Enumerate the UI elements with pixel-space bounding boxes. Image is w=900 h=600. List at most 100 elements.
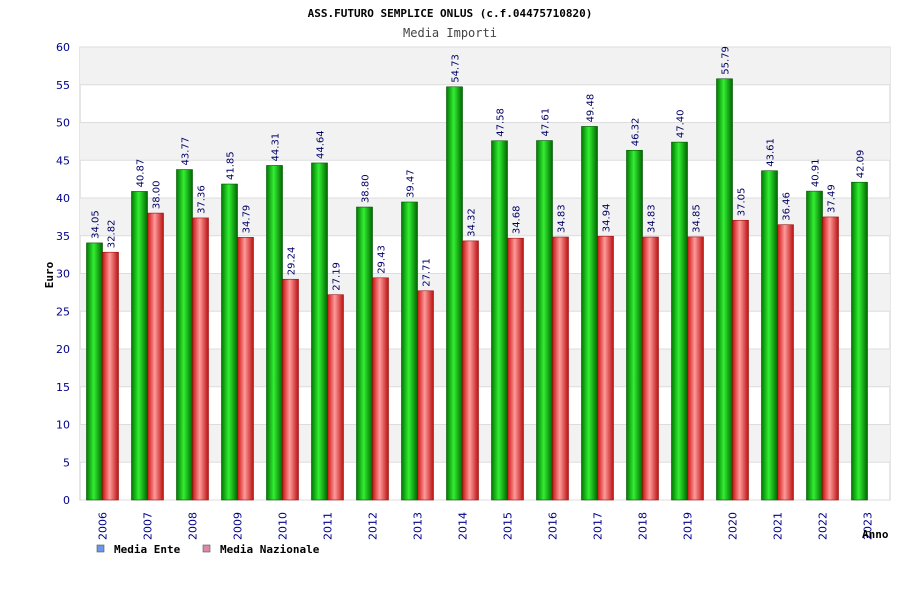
y-tick-label: 50	[56, 117, 70, 130]
value-label: 34.83	[557, 204, 568, 233]
bar-media-ente-2011	[311, 162, 328, 501]
y-tick-label: 0	[63, 494, 70, 507]
x-tick-label-2009: 2009	[232, 512, 245, 540]
bar-media-ente-2012	[356, 206, 373, 501]
bar-media-ente-2015	[491, 140, 508, 501]
bar-media-ente-2006	[86, 242, 103, 501]
bar-media-ente-2020	[716, 78, 733, 501]
legend-swatch-media-ente	[96, 544, 105, 553]
x-tick-label-2015: 2015	[502, 512, 515, 540]
x-axis-label: Anno	[862, 528, 889, 541]
value-label: 27.19	[332, 262, 343, 291]
bar-media-ente-2023	[851, 181, 868, 501]
bar-media-nazionale-2010	[282, 278, 299, 501]
value-label: 37.36	[197, 185, 208, 214]
x-tick-label-2014: 2014	[457, 512, 470, 540]
bar-media-nazionale-2008	[192, 217, 209, 501]
value-label: 55.79	[721, 46, 732, 75]
x-tick-label-2013: 2013	[412, 512, 425, 540]
x-tick-label-2020: 2020	[727, 512, 740, 540]
y-tick-label: 35	[56, 230, 70, 243]
value-label: 49.48	[586, 94, 597, 123]
bar-media-nazionale-2017	[597, 235, 614, 501]
bar-media-ente-2007	[131, 191, 148, 501]
value-label: 36.46	[782, 192, 793, 221]
value-label: 41.85	[226, 151, 237, 180]
x-tick-label-2016: 2016	[547, 512, 560, 540]
x-tick-label-2023: 2023	[862, 512, 875, 540]
x-tick-label-2007: 2007	[142, 512, 155, 540]
value-label: 34.79	[242, 205, 253, 234]
plot-band	[80, 424, 890, 463]
value-label: 43.61	[766, 138, 777, 167]
legend-label-media-ente: Media Ente	[114, 543, 181, 556]
value-label: 34.68	[512, 206, 523, 235]
y-tick-label: 40	[56, 192, 70, 205]
bar-media-ente-2019	[671, 141, 688, 501]
y-tick-label: 15	[56, 381, 70, 394]
bar-media-ente-2010	[266, 165, 283, 501]
bar-media-ente-2013	[401, 201, 418, 501]
bars-group	[86, 78, 868, 501]
bar-media-nazionale-2020	[732, 219, 749, 501]
x-tick-label-2021: 2021	[772, 512, 785, 540]
bar-media-nazionale-2022	[822, 216, 839, 501]
y-tick-label: 55	[56, 79, 70, 92]
value-label: 38.00	[152, 180, 163, 209]
bar-media-ente-2016	[536, 140, 553, 501]
x-tick-label-2011: 2011	[322, 512, 335, 540]
bar-media-ente-2014	[446, 86, 463, 501]
value-label: 37.49	[827, 184, 838, 213]
bar-media-ente-2022	[806, 190, 823, 501]
value-label: 34.94	[602, 204, 613, 233]
x-tick-label-2010: 2010	[277, 512, 290, 540]
bar-media-nazionale-2012	[372, 277, 389, 501]
value-label: 54.73	[451, 54, 462, 83]
bar-media-nazionale-2009	[237, 237, 254, 501]
plot-band	[80, 273, 890, 312]
value-label: 47.61	[541, 108, 552, 137]
x-tick-label-2018: 2018	[637, 512, 650, 540]
value-label: 44.31	[271, 133, 282, 162]
y-tick-label: 10	[56, 419, 70, 432]
bar-media-nazionale-2011	[327, 294, 344, 501]
bar-media-nazionale-2021	[777, 224, 794, 501]
y-tick-label: 20	[56, 343, 70, 356]
y-tick-label: 45	[56, 154, 70, 167]
y-tick-label: 60	[56, 41, 70, 54]
y-tick-label: 30	[56, 268, 70, 281]
y-axis-ticks: 0 5 10 15 20 25 30 35 40 45 50 55 60	[56, 41, 70, 507]
value-label: 47.58	[496, 108, 507, 137]
value-label: 34.83	[647, 204, 658, 233]
bar-media-nazionale-2006	[102, 251, 119, 501]
value-label: 34.05	[91, 210, 102, 239]
bar-media-nazionale-2007	[147, 212, 164, 501]
value-label: 42.09	[856, 150, 867, 179]
value-label: 27.71	[422, 258, 433, 287]
value-label: 43.77	[181, 137, 192, 166]
bar-media-ente-2008	[176, 169, 193, 501]
y-tick-label: 25	[56, 305, 70, 318]
value-label: 29.43	[377, 245, 388, 274]
value-label: 46.32	[631, 118, 642, 147]
gridlines	[80, 46, 890, 501]
value-label: 44.64	[316, 130, 327, 159]
x-tick-label-2022: 2022	[817, 512, 830, 540]
value-label: 39.47	[406, 169, 417, 198]
bar-media-nazionale-2019	[687, 236, 704, 501]
x-tick-label-2008: 2008	[187, 512, 200, 540]
value-label: 40.91	[811, 158, 822, 187]
bar-media-nazionale-2013	[417, 290, 434, 501]
value-labels-group: 34.05 32.82 40.87 38.00 43.77 37.36 41.85 34.79…	[91, 46, 867, 291]
bar-media-nazionale-2015	[507, 237, 524, 501]
value-label: 47.40	[676, 109, 687, 138]
legend-swatch-media-nazionale	[202, 544, 211, 553]
y-tick-label: 5	[63, 456, 70, 469]
legend-label-media-nazionale: Media Nazionale	[220, 543, 320, 556]
legend: Media Ente Media Nazionale	[96, 543, 320, 556]
value-label: 32.82	[107, 220, 118, 249]
y-axis-label: Euro	[43, 261, 56, 288]
value-label: 34.32	[467, 208, 478, 237]
x-tick-label-2017: 2017	[592, 512, 605, 540]
plot-band	[80, 122, 890, 161]
